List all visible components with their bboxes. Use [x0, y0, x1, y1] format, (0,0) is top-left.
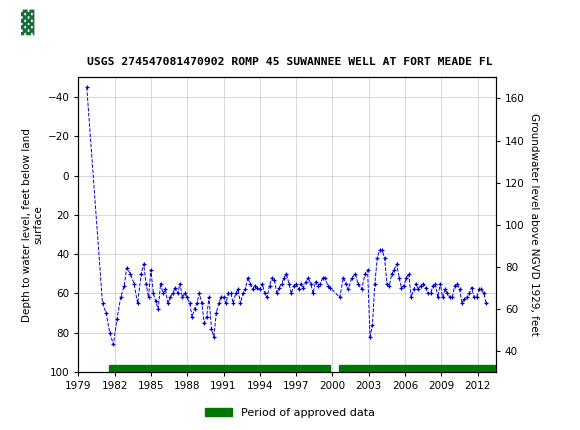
Legend: Period of approved data: Period of approved data — [200, 403, 380, 422]
Bar — [108, 365, 330, 372]
Text: USGS 274547081470902 ROMP 45 SUWANNEE WELL AT FORT MEADE FL: USGS 274547081470902 ROMP 45 SUWANNEE WE… — [87, 57, 493, 68]
Bar — [7, 3, 48, 42]
Y-axis label: Depth to water level, feet below land
surface: Depth to water level, feet below land su… — [21, 128, 44, 322]
Y-axis label: Groundwater level above NGVD 1929, feet: Groundwater level above NGVD 1929, feet — [529, 113, 539, 336]
Bar — [339, 365, 496, 372]
Text: USGS: USGS — [55, 12, 118, 33]
Text: ▓: ▓ — [20, 10, 34, 35]
